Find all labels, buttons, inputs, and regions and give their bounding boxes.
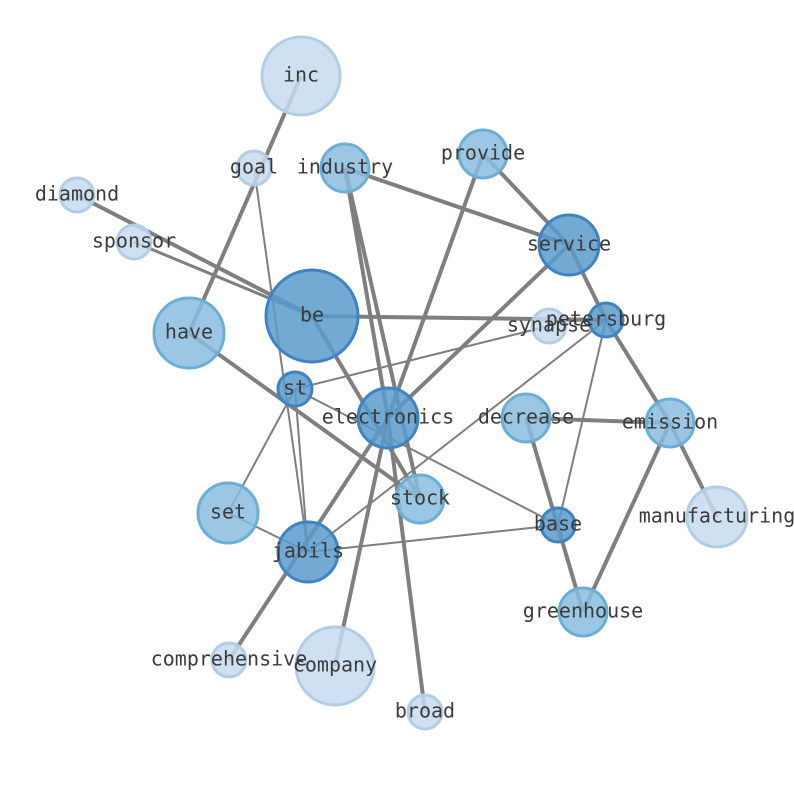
- node-label: set: [210, 500, 246, 524]
- node-label: broad: [395, 699, 455, 723]
- node-label: decrease: [478, 405, 574, 429]
- node: [276, 520, 340, 584]
- node: [644, 397, 696, 449]
- node-label: inc: [283, 63, 319, 87]
- node: [294, 625, 376, 707]
- edge: [294, 388, 559, 526]
- node: [58, 176, 96, 214]
- edge: [187, 331, 422, 501]
- node: [264, 268, 360, 364]
- node: [500, 392, 552, 444]
- node-label: st: [283, 376, 307, 400]
- edge: [343, 167, 422, 500]
- node-label: have: [165, 320, 213, 344]
- node-label: comprehensive: [151, 647, 308, 671]
- edge: [253, 167, 309, 553]
- node-label: emission: [622, 410, 718, 434]
- node-label: be: [300, 303, 324, 327]
- node: [539, 506, 577, 544]
- edge: [386, 417, 427, 713]
- edge: [307, 524, 559, 553]
- node-label: stock: [390, 486, 450, 510]
- node: [557, 586, 609, 638]
- node: [235, 149, 273, 187]
- labels: inc goal industry provide diamond sponsor serv…: [35, 63, 794, 723]
- node-label: electronics: [322, 405, 454, 429]
- edge: [333, 417, 390, 667]
- node-label: petersburg: [546, 307, 666, 331]
- node: [196, 481, 260, 545]
- node: [530, 307, 568, 345]
- node-label: diamond: [35, 182, 119, 206]
- node: [685, 485, 749, 549]
- edge: [307, 319, 607, 553]
- node-label: company: [293, 653, 377, 677]
- nodes: [58, 35, 749, 731]
- node: [152, 296, 226, 370]
- node: [394, 473, 446, 525]
- edge: [294, 325, 550, 390]
- node: [115, 223, 153, 261]
- edge: [187, 75, 303, 334]
- edge: [386, 153, 485, 419]
- node-label: sponsor: [92, 229, 176, 253]
- node-label: goal: [230, 155, 278, 179]
- node: [587, 301, 625, 339]
- edge: [343, 167, 390, 419]
- node-label: synapse: [507, 313, 591, 337]
- node: [319, 142, 371, 194]
- node: [406, 693, 444, 731]
- node: [210, 641, 248, 679]
- edge: [344, 166, 570, 247]
- node-label: jabils: [272, 539, 344, 563]
- node: [457, 128, 509, 180]
- node-label: manufacturing: [639, 504, 794, 528]
- edge: [581, 422, 672, 613]
- edge: [386, 243, 571, 420]
- node: [260, 35, 342, 117]
- node-label: base: [534, 512, 582, 536]
- edge: [557, 319, 607, 526]
- node-label: industry: [297, 155, 393, 179]
- node: [537, 213, 601, 277]
- node: [276, 370, 314, 408]
- node-label: provide: [441, 141, 525, 165]
- node-label: service: [527, 232, 611, 256]
- node: [356, 386, 420, 450]
- node-label: greenhouse: [523, 599, 643, 623]
